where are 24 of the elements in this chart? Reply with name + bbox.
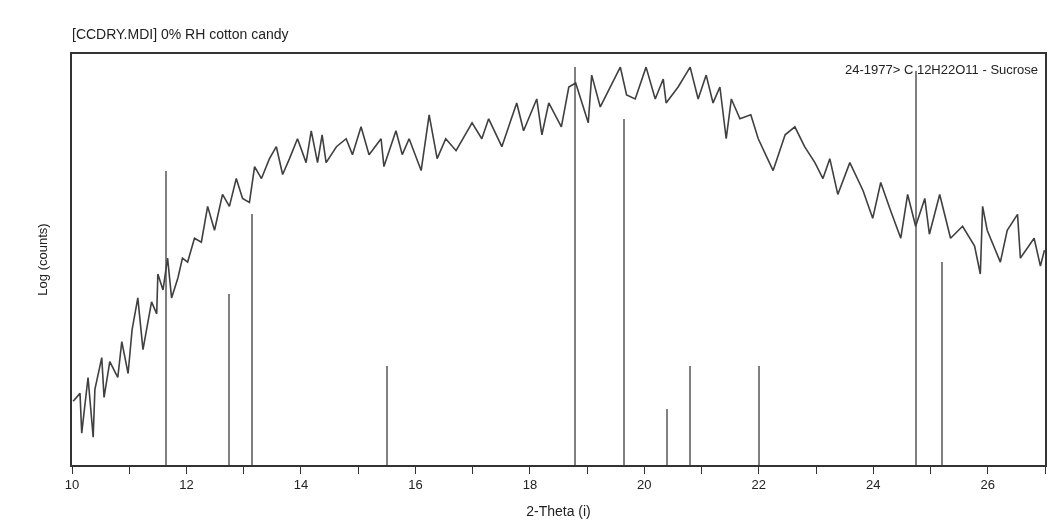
x-axis-title: 2-Theta (i): [526, 503, 591, 520]
x-tick-label: 18: [522, 477, 538, 493]
bar: [666, 409, 668, 465]
bar: [623, 119, 625, 465]
bar: [758, 366, 760, 465]
bar: [574, 67, 576, 465]
bar: [689, 366, 691, 465]
annotation: 24-1977> C 12H22O11 - Sucrose: [845, 62, 1039, 77]
bar: [165, 171, 167, 465]
bar: [228, 294, 230, 465]
x-tick-label: 14: [293, 477, 309, 493]
x-tick-label: 20: [637, 477, 652, 493]
bar: [251, 214, 253, 465]
bar: [941, 262, 943, 465]
x-tick-label: 10: [64, 477, 80, 493]
x-tick-label: 16: [408, 477, 423, 493]
x-tick-label: 24: [866, 477, 881, 493]
x-tick-label: 12: [179, 477, 194, 493]
y-axis-title: Log (counts): [34, 223, 50, 296]
x-tick-label: 26: [980, 477, 995, 493]
chart-title: [CCDRY.MDI] 0% RH cotton candy: [72, 25, 289, 42]
bar: [386, 366, 388, 465]
bar: [915, 71, 917, 465]
x-tick-label: 22: [751, 477, 767, 493]
